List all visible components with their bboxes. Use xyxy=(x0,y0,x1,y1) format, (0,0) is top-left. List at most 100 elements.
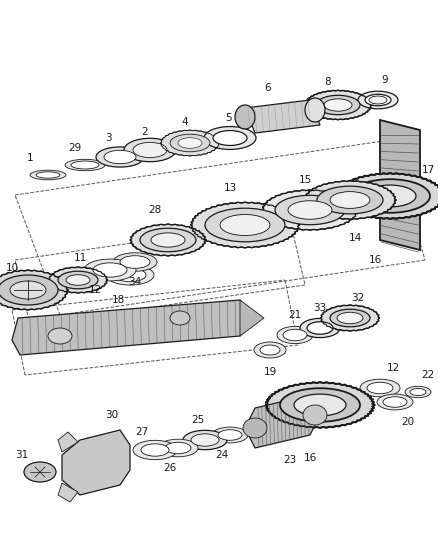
Ellipse shape xyxy=(165,442,191,454)
Polygon shape xyxy=(321,305,379,331)
Ellipse shape xyxy=(288,201,332,219)
Polygon shape xyxy=(380,120,420,250)
Ellipse shape xyxy=(205,208,285,242)
Ellipse shape xyxy=(277,326,313,344)
Ellipse shape xyxy=(305,98,325,122)
Ellipse shape xyxy=(383,397,407,407)
Ellipse shape xyxy=(358,91,398,109)
Text: 12: 12 xyxy=(386,363,399,373)
Text: 20: 20 xyxy=(402,417,414,427)
Text: 32: 32 xyxy=(351,293,364,303)
Polygon shape xyxy=(240,300,264,336)
Ellipse shape xyxy=(113,253,157,271)
Ellipse shape xyxy=(377,394,413,410)
Ellipse shape xyxy=(324,99,352,111)
Polygon shape xyxy=(191,202,300,248)
Text: 14: 14 xyxy=(348,233,362,243)
Ellipse shape xyxy=(191,434,219,446)
Polygon shape xyxy=(245,100,320,133)
Polygon shape xyxy=(336,173,438,219)
Text: 24: 24 xyxy=(215,450,229,460)
Polygon shape xyxy=(130,224,206,256)
Polygon shape xyxy=(58,432,78,452)
Text: 30: 30 xyxy=(106,410,119,420)
Ellipse shape xyxy=(106,265,154,285)
Text: 1: 1 xyxy=(27,153,33,163)
Ellipse shape xyxy=(151,233,185,247)
Ellipse shape xyxy=(369,96,387,104)
Text: 10: 10 xyxy=(5,263,18,273)
Ellipse shape xyxy=(350,179,430,213)
Text: 2: 2 xyxy=(141,127,148,137)
Ellipse shape xyxy=(410,389,426,395)
Ellipse shape xyxy=(260,345,280,355)
Ellipse shape xyxy=(133,440,177,459)
Text: 5: 5 xyxy=(225,113,231,123)
Polygon shape xyxy=(305,90,371,120)
Text: 31: 31 xyxy=(15,450,28,460)
Ellipse shape xyxy=(280,388,360,422)
Ellipse shape xyxy=(178,138,202,148)
Text: 25: 25 xyxy=(191,415,205,425)
Ellipse shape xyxy=(170,311,190,325)
Text: 27: 27 xyxy=(135,427,148,437)
Ellipse shape xyxy=(93,263,127,277)
Polygon shape xyxy=(245,395,320,448)
Text: 29: 29 xyxy=(68,143,81,153)
Text: 4: 4 xyxy=(182,117,188,127)
Ellipse shape xyxy=(114,268,146,282)
Text: 16: 16 xyxy=(368,255,381,265)
Ellipse shape xyxy=(218,430,242,440)
Polygon shape xyxy=(49,267,107,293)
Ellipse shape xyxy=(158,439,198,457)
Ellipse shape xyxy=(360,379,400,397)
Ellipse shape xyxy=(120,256,150,268)
Text: 12: 12 xyxy=(88,285,102,295)
Text: 23: 23 xyxy=(283,455,297,465)
Ellipse shape xyxy=(0,275,58,305)
Ellipse shape xyxy=(10,281,46,299)
Ellipse shape xyxy=(220,214,270,236)
Text: 21: 21 xyxy=(288,310,302,320)
Ellipse shape xyxy=(330,191,370,208)
Ellipse shape xyxy=(283,329,307,341)
Ellipse shape xyxy=(294,394,346,416)
Text: 28: 28 xyxy=(148,205,162,215)
Ellipse shape xyxy=(66,274,90,285)
Ellipse shape xyxy=(275,195,345,225)
Ellipse shape xyxy=(140,228,196,252)
Ellipse shape xyxy=(405,386,431,398)
Text: 26: 26 xyxy=(163,463,177,473)
Ellipse shape xyxy=(254,342,286,358)
Ellipse shape xyxy=(58,271,98,289)
Text: 22: 22 xyxy=(421,370,434,380)
Ellipse shape xyxy=(235,105,255,129)
Polygon shape xyxy=(304,181,396,219)
Ellipse shape xyxy=(170,134,210,152)
Ellipse shape xyxy=(204,126,256,149)
Ellipse shape xyxy=(183,430,227,450)
Text: 6: 6 xyxy=(265,83,271,93)
Ellipse shape xyxy=(364,185,416,207)
Ellipse shape xyxy=(317,186,383,214)
Polygon shape xyxy=(0,270,68,310)
Ellipse shape xyxy=(367,382,393,394)
Text: 33: 33 xyxy=(313,303,327,313)
Ellipse shape xyxy=(141,444,169,456)
Ellipse shape xyxy=(84,259,136,281)
Ellipse shape xyxy=(330,309,370,327)
Ellipse shape xyxy=(24,462,56,482)
Text: 11: 11 xyxy=(74,253,87,263)
Text: 3: 3 xyxy=(105,133,111,143)
Polygon shape xyxy=(266,382,374,428)
Text: 18: 18 xyxy=(111,295,125,305)
Ellipse shape xyxy=(30,170,66,180)
Text: 19: 19 xyxy=(263,367,277,377)
Ellipse shape xyxy=(337,312,363,324)
Ellipse shape xyxy=(133,142,167,158)
Text: 13: 13 xyxy=(223,183,237,193)
Text: 15: 15 xyxy=(298,175,311,185)
Ellipse shape xyxy=(104,150,136,164)
Ellipse shape xyxy=(212,427,248,443)
Polygon shape xyxy=(58,483,78,502)
